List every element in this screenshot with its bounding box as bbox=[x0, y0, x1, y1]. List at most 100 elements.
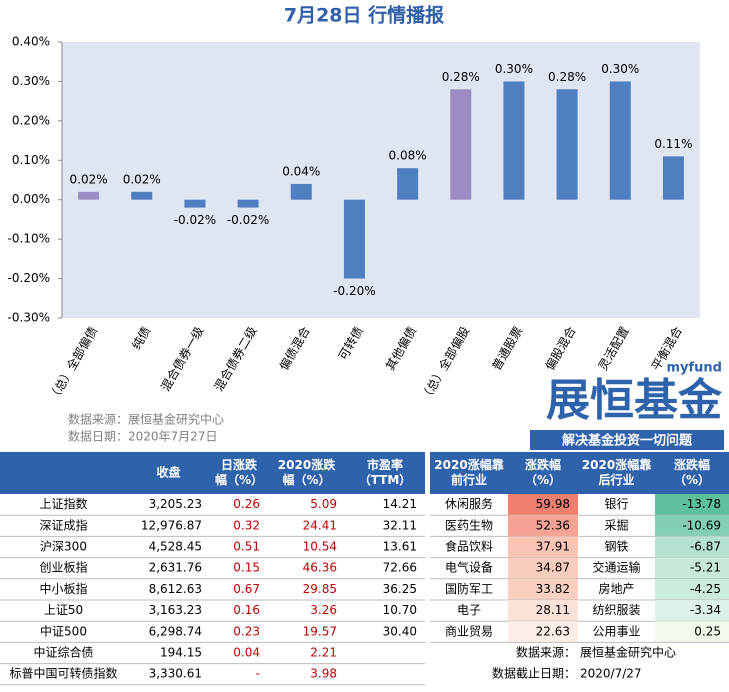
cell: -5.21 bbox=[690, 561, 721, 575]
cell: 中证500 bbox=[40, 623, 87, 638]
cell-bg bbox=[508, 578, 578, 600]
cell: 28.11 bbox=[536, 603, 570, 617]
bar bbox=[609, 81, 631, 200]
cell: 10.70 bbox=[383, 603, 417, 617]
cell: 医药生物 bbox=[445, 518, 493, 532]
y-tick-label: -0.20% bbox=[8, 271, 50, 285]
header-cell: 日涨跌 bbox=[221, 457, 258, 472]
header-cell: 涨跌幅 bbox=[525, 457, 561, 472]
cell: -4.25 bbox=[690, 582, 721, 596]
x-tick-label: （总）全部偏债 bbox=[45, 324, 100, 404]
cell: 沪深300 bbox=[40, 540, 87, 554]
bar bbox=[503, 81, 525, 200]
cell: 36.25 bbox=[383, 582, 417, 596]
cell: 中证综合债 bbox=[33, 645, 93, 660]
cell-bg bbox=[655, 494, 729, 516]
header-cell: 市盈率 bbox=[367, 457, 403, 472]
plot-area bbox=[62, 42, 700, 318]
bar bbox=[343, 199, 365, 279]
cell: 0.51 bbox=[233, 540, 260, 554]
cell-bg bbox=[655, 557, 729, 579]
cell: 3,163.23 bbox=[149, 603, 202, 617]
cell: 采掘 bbox=[604, 517, 628, 532]
header-cell: 收盘 bbox=[156, 465, 180, 480]
bar bbox=[450, 89, 472, 200]
footer: 2020/7/27 bbox=[580, 667, 642, 681]
x-tick-label: 其他偏债 bbox=[382, 324, 419, 373]
cell: 电子 bbox=[457, 603, 481, 617]
y-tick-label: 0.00% bbox=[12, 192, 50, 206]
bar bbox=[397, 168, 419, 200]
cell: 0.26 bbox=[233, 497, 260, 511]
cell: 22.63 bbox=[536, 624, 570, 638]
chart-title: 7月28日 行情播报 bbox=[284, 4, 444, 27]
footer: 数据来源： bbox=[516, 645, 576, 660]
bar bbox=[662, 156, 684, 200]
bar bbox=[78, 191, 100, 200]
value-label: 0.30% bbox=[601, 62, 639, 76]
cell: 5.09 bbox=[310, 497, 337, 511]
x-tick-label: 普通股票 bbox=[489, 324, 525, 373]
x-tick-label: 偏股混合 bbox=[542, 324, 579, 373]
source: 数据来源：展恒基金研究中心 bbox=[68, 412, 224, 427]
cell: 商业贸易 bbox=[445, 623, 493, 638]
cell: 34.87 bbox=[536, 561, 570, 575]
header-cell: 2020涨幅靠 bbox=[582, 457, 651, 472]
source-date: 数据日期：2020年7月27日 bbox=[68, 429, 217, 444]
x-tick-label: 混合债券二级 bbox=[211, 324, 260, 394]
bar bbox=[290, 183, 312, 200]
cell: 3.98 bbox=[310, 667, 337, 681]
value-label: 0.28% bbox=[548, 70, 586, 84]
header-cell: 幅（%） bbox=[282, 472, 330, 487]
cell: 32.11 bbox=[383, 518, 417, 532]
cell: 14.21 bbox=[383, 497, 417, 511]
cell: 194.15 bbox=[160, 646, 202, 660]
value-label: -0.20% bbox=[333, 284, 375, 298]
cell: 标普中国可转债指数 bbox=[9, 666, 117, 681]
cell: 上证50 bbox=[44, 603, 83, 617]
cell: 13.61 bbox=[383, 540, 417, 554]
cell: 休闲服务 bbox=[445, 496, 493, 511]
cell: -6.87 bbox=[690, 540, 721, 554]
cell-bg bbox=[508, 621, 578, 643]
header-cell: 2020涨跌 bbox=[278, 457, 336, 472]
value-label: 0.11% bbox=[654, 137, 692, 151]
cell: 0.25 bbox=[694, 624, 721, 638]
value-label: -0.02% bbox=[174, 213, 216, 227]
cell-bg bbox=[508, 515, 578, 537]
cell: 29.85 bbox=[303, 582, 337, 596]
cell-bg bbox=[655, 621, 729, 643]
cell-bg bbox=[655, 515, 729, 537]
x-tick-label: 可转债 bbox=[335, 324, 366, 363]
y-tick-label: 0.30% bbox=[12, 74, 50, 88]
cell: 2.21 bbox=[310, 646, 337, 660]
y-tick-label: -0.30% bbox=[8, 311, 50, 325]
cell: 上证指数 bbox=[39, 496, 87, 511]
cell: 中小板指 bbox=[39, 581, 87, 596]
value-label: 0.02% bbox=[70, 172, 108, 186]
header-cell: 幅（%） bbox=[215, 472, 263, 487]
table-header bbox=[430, 452, 729, 494]
value-label: 0.30% bbox=[495, 62, 533, 76]
x-tick-label: 偏债混合 bbox=[276, 324, 313, 373]
header-cell: 2020涨幅靠 bbox=[434, 457, 503, 472]
bar bbox=[131, 191, 153, 200]
cell: -13.78 bbox=[682, 497, 721, 511]
cell: 2,631.76 bbox=[149, 561, 202, 575]
x-tick-label: 纯债 bbox=[129, 324, 153, 352]
cell-bg bbox=[655, 578, 729, 600]
footer: 数据截止日期： bbox=[492, 666, 576, 681]
cell: 食品饮料 bbox=[445, 539, 493, 554]
y-tick-label: 0.40% bbox=[12, 35, 50, 49]
cell: 8,612.63 bbox=[149, 582, 202, 596]
value-label: 0.04% bbox=[282, 164, 320, 178]
value-label: 0.02% bbox=[123, 172, 161, 186]
header-cell: 前行业 bbox=[451, 472, 487, 487]
x-tick-label: 混合债券一级 bbox=[158, 324, 207, 394]
cell: 3.26 bbox=[310, 603, 337, 617]
cell: 公用事业 bbox=[592, 624, 640, 638]
cell: 52.36 bbox=[536, 518, 570, 532]
cell: 30.40 bbox=[383, 624, 417, 638]
cell: 电气设备 bbox=[445, 560, 493, 575]
